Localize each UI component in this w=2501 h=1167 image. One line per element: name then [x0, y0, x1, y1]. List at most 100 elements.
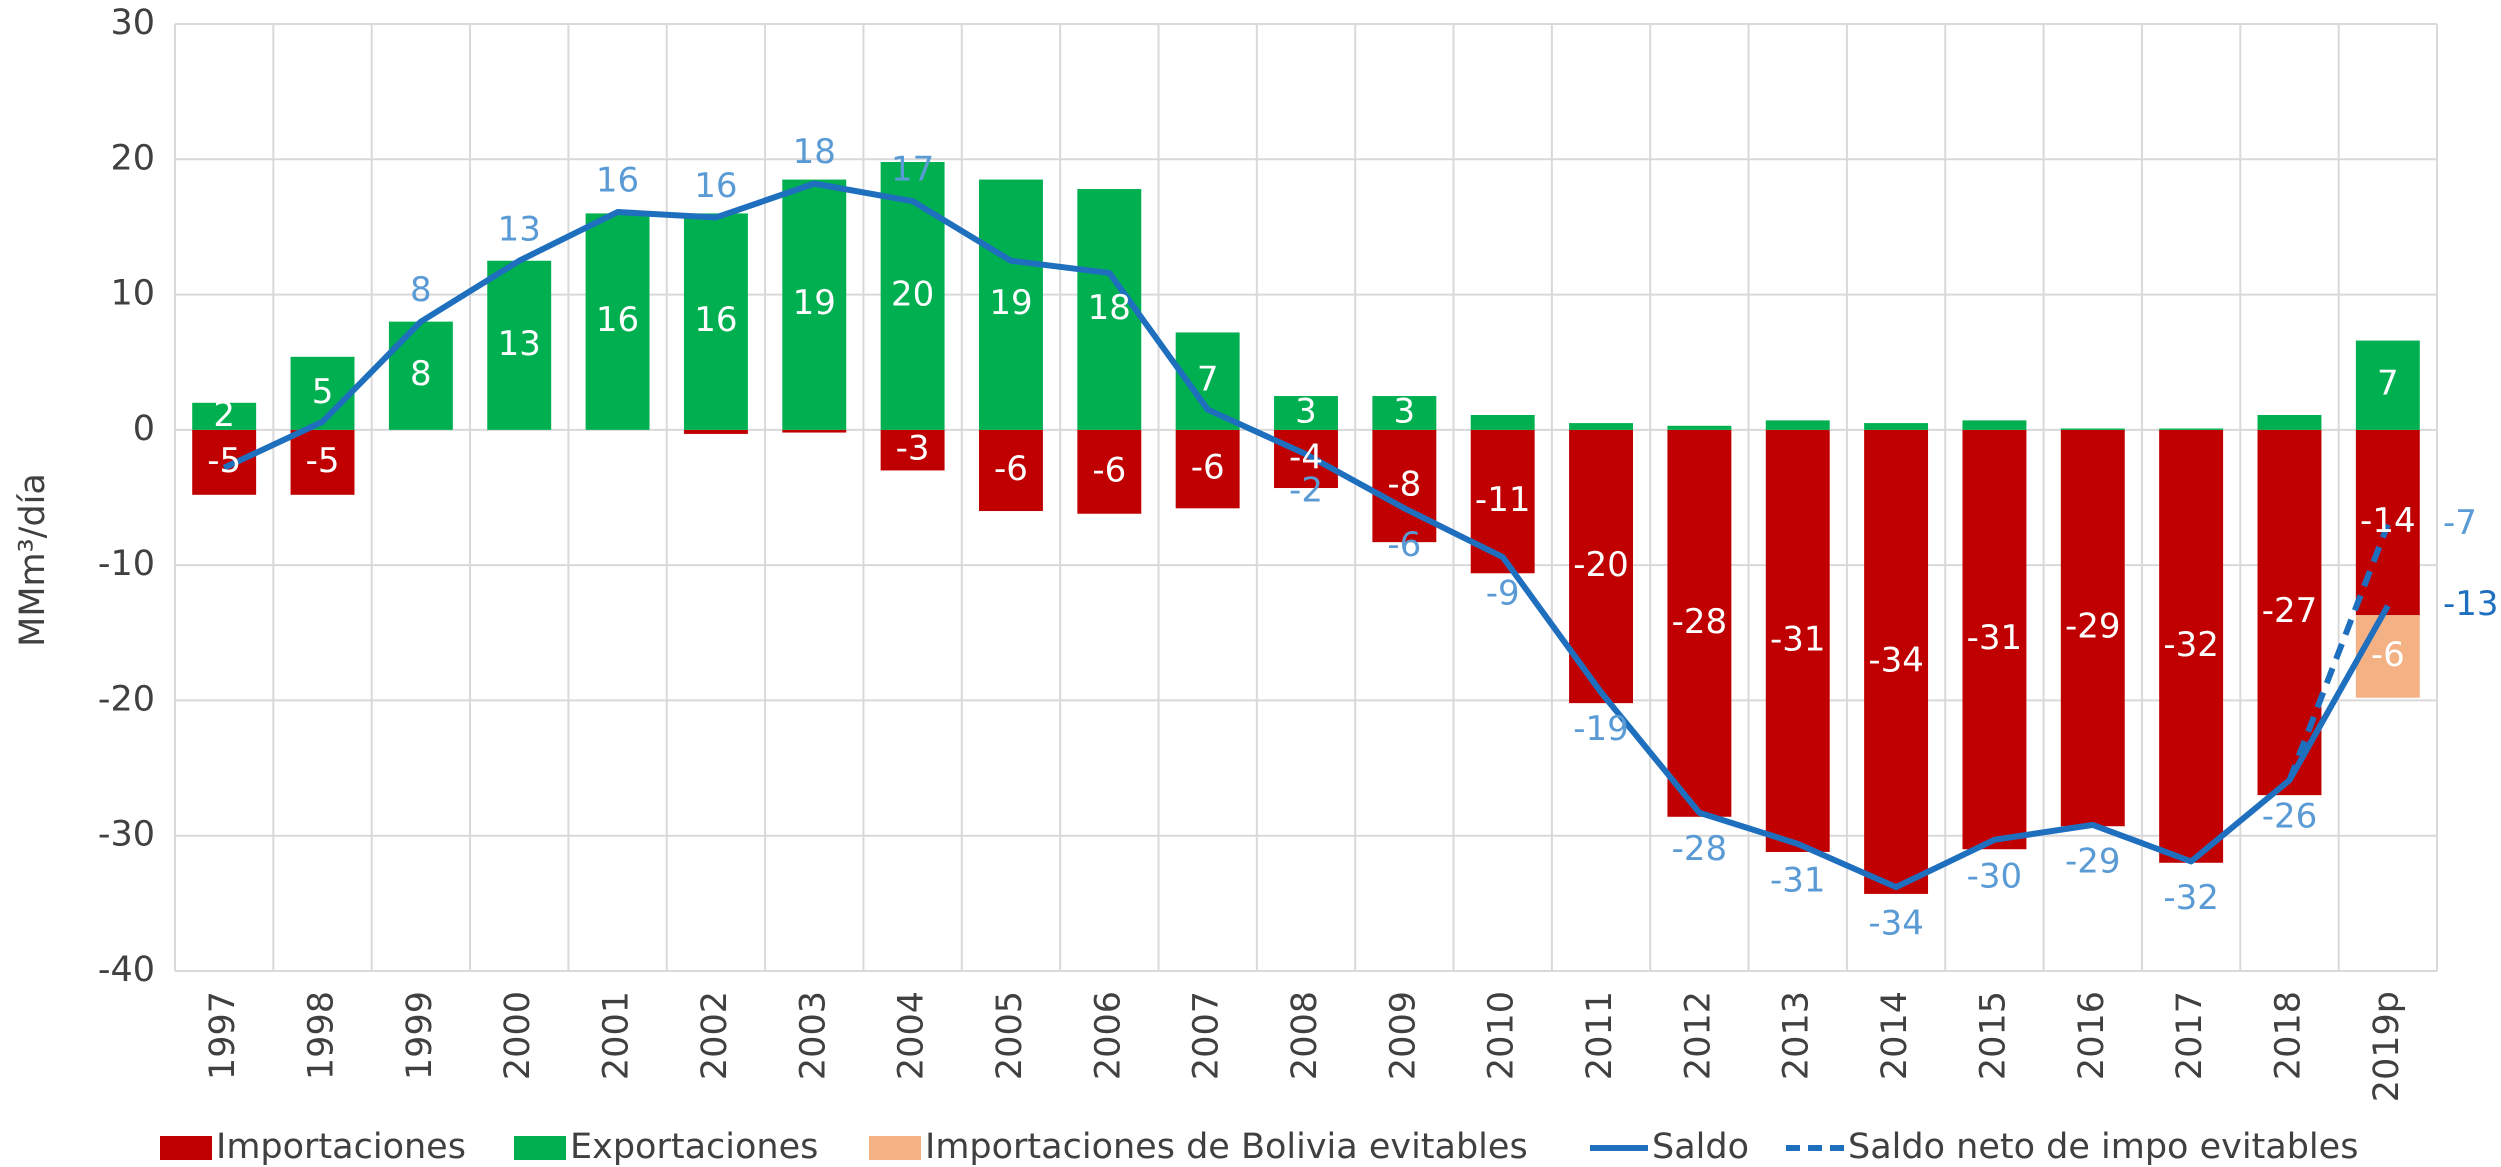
bar — [1962, 420, 2027, 430]
x-tick-label: 2011 — [1580, 991, 1620, 1080]
legend-label: Importaciones de Bolivia evitables — [925, 1127, 1528, 1167]
bar — [683, 429, 748, 434]
bar-value-label: 18 — [1088, 288, 1131, 328]
x-tick-label: 2018 — [2268, 991, 2308, 1080]
bar-value-label: 5 — [312, 372, 334, 412]
bar-value-label: -8 — [1387, 465, 1421, 505]
x-tick-label: 2009 — [1383, 991, 1423, 1080]
bar — [683, 213, 748, 430]
bar — [2159, 429, 2224, 863]
bar-value-label: 2 — [213, 395, 235, 435]
x-tick-label: 2000 — [498, 991, 538, 1080]
y-tick-label: 20 — [110, 138, 155, 178]
line-value-label: 16 — [694, 166, 737, 206]
y-tick-label: -10 — [98, 544, 155, 584]
line-value-label: -13 — [2443, 584, 2499, 624]
y-tick-label: -20 — [98, 679, 155, 719]
bar — [585, 213, 650, 430]
y-tick-label: -30 — [98, 815, 155, 855]
x-tick-label: 2006 — [1088, 991, 1128, 1080]
bar — [2159, 428, 2224, 430]
bar-value-label: 16 — [596, 300, 639, 340]
bar-value-label: -34 — [1868, 640, 1924, 680]
bar — [978, 429, 1043, 512]
bar — [1864, 423, 1929, 430]
x-tick-label: 2007 — [1187, 991, 1227, 1080]
x-tick-label: 2001 — [597, 991, 637, 1080]
bar — [1470, 414, 1535, 430]
bar — [782, 429, 847, 433]
line-value-label: -34 — [1868, 904, 1924, 944]
bar — [782, 179, 847, 430]
x-tick-label: 2016 — [2072, 991, 2112, 1080]
y-tick-label: -40 — [98, 950, 155, 990]
x-tick-label: 1999 — [400, 991, 440, 1080]
bar — [1765, 420, 1830, 430]
bar — [192, 402, 257, 430]
line-value-label: -26 — [2262, 797, 2318, 837]
x-tick-label: 1997 — [203, 991, 243, 1080]
bar-value-label: -5 — [207, 441, 241, 481]
line-value-label: 17 — [891, 150, 934, 190]
line-value-label: 16 — [596, 161, 639, 201]
bar-value-label: 7 — [1197, 360, 1219, 400]
bar — [1274, 429, 1338, 489]
x-tick-label: 2017 — [2170, 991, 2210, 1080]
bar — [1569, 423, 1634, 430]
bar — [192, 429, 257, 495]
line-value-label: -19 — [1573, 709, 1629, 749]
x-tick-label: 2010 — [1482, 991, 1522, 1080]
bar-value-label: -20 — [1573, 545, 1629, 585]
legend-swatch — [869, 1136, 921, 1160]
bar — [1765, 429, 1830, 852]
line-value-label: -7 — [2443, 503, 2477, 543]
bar-value-label: -28 — [1672, 602, 1728, 642]
line-value-label: -9 — [1486, 574, 1520, 614]
bar — [1077, 429, 1142, 514]
bar — [1864, 429, 1929, 894]
x-tick-label: 2013 — [1777, 991, 1817, 1080]
legend-label: Saldo — [1652, 1127, 1749, 1167]
bar-value-label: -6 — [1191, 448, 1225, 488]
line-value-label: 13 — [498, 209, 541, 249]
bar-value-label: 3 — [1394, 391, 1416, 431]
bar-value-label: -27 — [2262, 591, 2318, 631]
bar — [978, 179, 1043, 430]
x-tick-label: 2014 — [1875, 991, 1915, 1080]
x-tick-label: 2003 — [793, 991, 833, 1080]
bar-value-label: 8 — [410, 354, 432, 394]
legend-swatch — [514, 1136, 566, 1160]
bar — [1667, 429, 1732, 817]
bar-value-label: -14 — [2360, 501, 2416, 541]
bar-value-label: 19 — [793, 283, 836, 323]
bar-value-label: 19 — [989, 283, 1032, 323]
bar-value-label: -3 — [896, 429, 930, 469]
line-value-label: -29 — [2065, 841, 2121, 881]
x-tick-label: 2004 — [892, 991, 932, 1080]
x-tick-label: 2019p — [2367, 991, 2407, 1102]
x-tick-label: 2015 — [1973, 991, 2013, 1080]
y-tick-label: 0 — [133, 409, 155, 449]
bar — [290, 429, 355, 495]
bar — [880, 429, 945, 471]
bar — [1372, 396, 1437, 430]
dashed-line — [2286, 523, 2391, 782]
bar — [1175, 429, 1240, 509]
bar-value-label: -6 — [994, 449, 1028, 489]
x-tick-label: 2008 — [1285, 991, 1325, 1080]
bar-value-label: 13 — [498, 324, 541, 364]
bar-value-label: 20 — [891, 274, 934, 314]
line-value-label: 18 — [793, 132, 836, 172]
bar — [487, 260, 552, 430]
bar — [2060, 429, 2125, 827]
y-tick-label: 10 — [110, 274, 155, 314]
bar — [1274, 396, 1338, 430]
bar — [2355, 340, 2420, 430]
legend-swatch — [160, 1136, 212, 1160]
bar — [2060, 428, 2125, 430]
bar-value-label: -31 — [1770, 619, 1826, 659]
line-value-label: -31 — [1770, 860, 1826, 900]
bar — [2257, 429, 2322, 796]
bar-value-label: -6 — [1092, 450, 1126, 490]
bar-value-label: 16 — [694, 300, 737, 340]
